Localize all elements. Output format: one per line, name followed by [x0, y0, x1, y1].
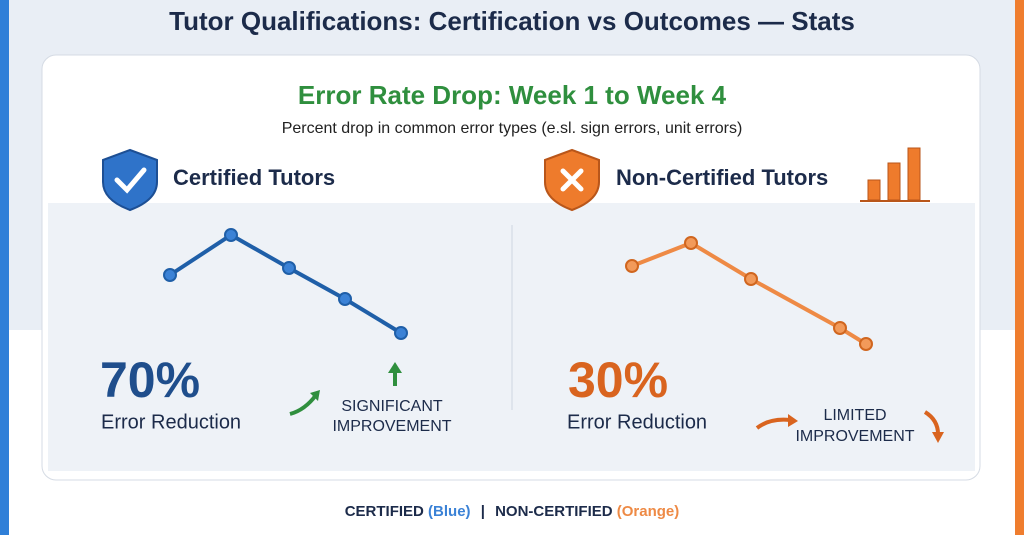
- arrow-head: [310, 390, 320, 401]
- legend-separator: |: [481, 503, 485, 520]
- arrow-head: [388, 362, 402, 373]
- arrow-icon: [289, 393, 318, 416]
- note-text: SIGNIFICANT: [341, 398, 443, 415]
- legend-label: NON-CERTIFIED: [495, 503, 613, 520]
- note-text: IMPROVEMENT: [795, 428, 914, 445]
- trend-points: [625, 236, 873, 351]
- shield-icon: [102, 148, 158, 212]
- note-text: IMPROVEMENT: [332, 418, 451, 435]
- cross-icon: [560, 168, 584, 192]
- arrow-icon: [923, 410, 940, 435]
- legend-color: (Orange): [617, 503, 680, 520]
- legend-label: CERTIFIED: [345, 503, 424, 520]
- panel-heading: Non-Certified Tutors: [616, 165, 828, 190]
- legend-color: (Blue): [428, 503, 471, 520]
- note-text: LIMITED: [823, 407, 886, 424]
- stat-label: Error Reduction: [567, 411, 707, 433]
- bar-icon: [867, 147, 921, 201]
- stat-label: Error Reduction: [101, 411, 241, 433]
- stat-value: 70%: [100, 352, 200, 408]
- page-title: Tutor Qualifications: Certification vs O…: [169, 6, 855, 36]
- arrow-head: [932, 432, 944, 443]
- card-title: Error Rate Drop: Week 1 to Week 4: [298, 80, 727, 110]
- card-subtitle: Percent drop in common error types (e.sl…: [282, 120, 743, 137]
- panel-heading: Certified Tutors: [173, 165, 335, 190]
- stat-value: 30%: [568, 352, 668, 408]
- check-icon: [114, 167, 147, 194]
- right-strip: [1015, 0, 1024, 535]
- legend: CERTIFIED (Blue) | NON-CERTIFIED (Orange…: [345, 503, 680, 520]
- arrow-head: [788, 414, 798, 427]
- trend-points: [163, 228, 408, 340]
- left-strip: [0, 0, 9, 535]
- arrow-icon: [755, 417, 791, 430]
